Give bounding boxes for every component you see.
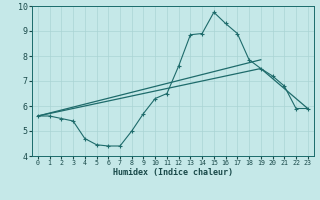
- X-axis label: Humidex (Indice chaleur): Humidex (Indice chaleur): [113, 168, 233, 177]
